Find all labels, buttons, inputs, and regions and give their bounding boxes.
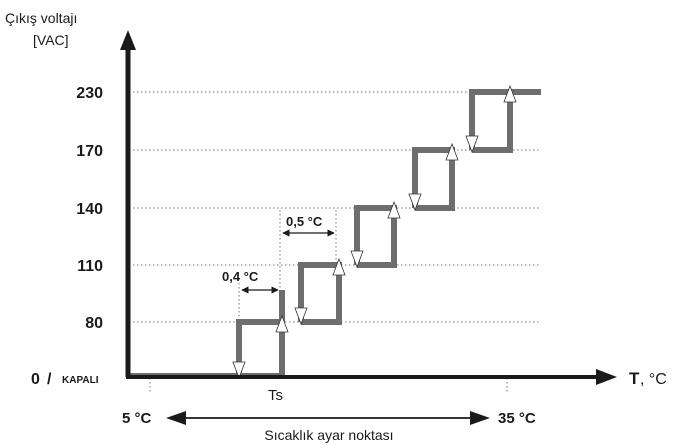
down-arrow-110 [294, 307, 308, 326]
up-arrow-110 [332, 257, 346, 276]
setpoint-label: Ts [268, 387, 283, 404]
switching-staircase [128, 89, 541, 379]
switching-direction-arrows [232, 84, 517, 380]
y-axis-title-line1: Çıkış voltajı [5, 10, 77, 26]
up-arrow-80 [275, 314, 289, 333]
down-arrow-170 [408, 193, 422, 212]
y-tick-zero-separator: / [47, 371, 52, 388]
down-arrow-230 [465, 135, 479, 154]
down-arrow-80 [232, 361, 246, 380]
range-arrow-right [470, 411, 490, 425]
y-tick-80: 80 [85, 315, 103, 332]
y-axis-arrowhead [120, 30, 136, 50]
range-arrow-left [166, 411, 186, 425]
hysteresis-label: 0,4 °C [222, 269, 259, 284]
y-tick-zero: 0 [31, 371, 40, 388]
y-tick-140: 140 [76, 201, 103, 218]
up-arrow-170 [445, 142, 459, 161]
y-tick-off-label: KAPALI [62, 375, 99, 386]
step-gap-label: 0,5 °C [286, 214, 323, 229]
range-min-label: 5 °C [122, 410, 152, 427]
up-arrow-140 [387, 200, 401, 219]
range-label: Sıcaklık ayar noktası [264, 427, 393, 443]
up-arrow-230 [503, 84, 517, 103]
x-axis-title: T [629, 369, 640, 388]
y-tick-170: 170 [76, 143, 103, 160]
x-axis-arrowhead [596, 369, 617, 385]
x-axis-unit: , °C [640, 371, 667, 388]
y-axis-title-line2: [VAC] [33, 32, 69, 48]
range-max-label: 35 °C [498, 410, 536, 427]
down-arrow-140 [350, 250, 364, 269]
y-tick-110: 110 [77, 258, 103, 275]
y-tick-230: 230 [76, 85, 103, 102]
